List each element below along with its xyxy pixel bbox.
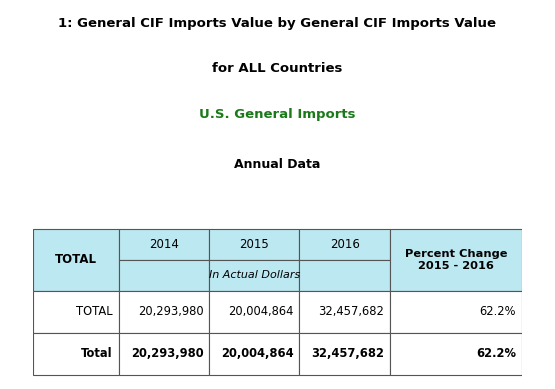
Bar [209,260,300,291]
Text: 2015: 2015 [239,238,269,251]
Bar [33,291,119,333]
Text: 62.2%: 62.2% [480,305,516,319]
Bar [300,333,390,375]
Bar [33,229,119,291]
Text: 1: General CIF Imports Value by General CIF Imports Value: 1: General CIF Imports Value by General … [58,17,497,30]
Bar [119,291,209,333]
Text: 32,457,682: 32,457,682 [311,347,384,361]
Text: 20,293,980: 20,293,980 [138,305,203,319]
Bar [390,333,522,375]
Bar [209,333,300,375]
Text: 20,004,864: 20,004,864 [228,305,294,319]
Bar [209,229,300,260]
Text: TOTAL: TOTAL [55,253,97,266]
Text: 62.2%: 62.2% [476,347,516,361]
Text: In Actual Dollars: In Actual Dollars [209,270,300,280]
Text: 2016: 2016 [330,238,360,251]
Text: 20,004,864: 20,004,864 [221,347,294,361]
Bar [300,229,390,260]
Bar [33,333,119,375]
Bar [209,291,300,333]
Bar [119,260,209,291]
Text: 20,293,980: 20,293,980 [130,347,203,361]
Bar [300,260,390,291]
Text: Total: Total [81,347,113,361]
Text: 2014: 2014 [149,238,179,251]
Bar [300,291,390,333]
Text: 32,457,682: 32,457,682 [318,305,384,319]
Text: U.S. General Imports: U.S. General Imports [199,108,356,121]
Text: Percent Change
2015 - 2016: Percent Change 2015 - 2016 [405,249,507,271]
Bar [390,229,522,291]
Bar [119,333,209,375]
Text: TOTAL: TOTAL [76,305,113,319]
Bar [119,229,209,260]
Text: Annual Data: Annual Data [234,158,321,171]
Text: for ALL Countries: for ALL Countries [213,63,342,75]
Bar [390,291,522,333]
